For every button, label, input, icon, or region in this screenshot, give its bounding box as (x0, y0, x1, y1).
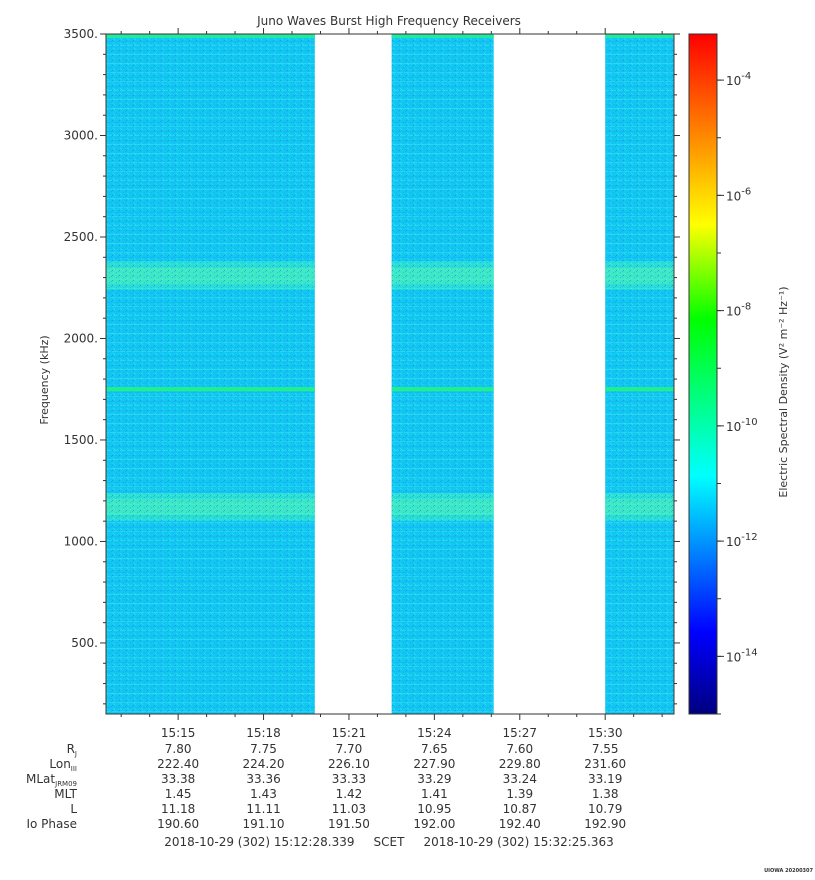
ephemeris-value: 7.80 (165, 742, 192, 756)
data-segment (605, 34, 674, 714)
emission-line (106, 387, 315, 392)
colorbar-gradient (688, 33, 718, 715)
ephemeris-value: 224.20 (243, 757, 285, 771)
colorbar-label: Electric Spectral Density (V² m⁻² Hz⁻¹) (777, 286, 790, 497)
x-tick-label: 15:15 (161, 726, 196, 740)
ephemeris-value: 1.38 (592, 787, 619, 801)
ephemeris-value: 11.03 (332, 802, 366, 816)
ephemeris-value: 7.65 (421, 742, 448, 756)
ephemeris-value: 33.19 (588, 772, 622, 786)
y-tick-label: 3500. (64, 27, 98, 41)
ephemeris-value: 10.95 (417, 802, 451, 816)
ephemeris-row-label: LonIII (49, 757, 77, 773)
top-edge-band (106, 34, 315, 38)
x-tick-label: 15:21 (332, 726, 367, 740)
chart-title: Juno Waves Burst High Frequency Receiver… (256, 14, 521, 28)
ephemeris-value: 191.50 (328, 817, 370, 831)
y-tick-label: 3000. (64, 128, 98, 142)
x-tick-label: 15:24 (417, 726, 452, 740)
ephemeris-row-label: Io Phase (26, 817, 77, 831)
ephemeris-value: 1.45 (165, 787, 192, 801)
ephemeris-row-label: L (70, 802, 77, 816)
top-edge-band (605, 34, 674, 38)
ephemeris-value: 33.29 (417, 772, 451, 786)
x-axis: 15:15 15:18 15:21 15:24 15:27 15:30 (120, 28, 663, 740)
ephemeris-value: 11.18 (161, 802, 195, 816)
y-tick-label: 1000. (64, 534, 98, 548)
ephemeris-value: 33.36 (246, 772, 280, 786)
x-tick-label: 15:18 (246, 726, 281, 740)
ephemeris-value: 1.42 (336, 787, 363, 801)
data-segment (106, 34, 315, 714)
ephemeris-value: 7.70 (336, 742, 363, 756)
colorbar-tick-label: 10-4 (726, 71, 751, 88)
ephemeris-value: 190.60 (157, 817, 199, 831)
ephemeris-value: 231.60 (584, 757, 626, 771)
plot-area (105, 33, 675, 715)
y-axis: 500. 1000. 1500. 2000. 2500. 3000. 3500. (64, 27, 680, 705)
emission-line (391, 387, 494, 392)
ephemeris-value: 33.24 (503, 772, 537, 786)
colorbar: 10-4 10-6 10-8 10-10 10-12 10-14 (688, 33, 758, 715)
ephemeris-value: 1.43 (250, 787, 277, 801)
emission-line (605, 387, 674, 392)
y-axis-label: Frequency (kHz) (38, 335, 51, 424)
ephemeris-value: 1.39 (506, 787, 533, 801)
credit-stamp: UIOWA 20200307 (764, 868, 813, 874)
colorbar-tick-label: 10-10 (726, 417, 758, 434)
colorbar-tick-label: 10-8 (726, 302, 751, 319)
ephemeris-value: 229.80 (499, 757, 541, 771)
top-edge-band (391, 34, 494, 38)
ephemeris-value: 33.33 (332, 772, 366, 786)
colorbar-tick-label: 10-6 (726, 186, 751, 203)
colorbar-tick-label: 10-14 (726, 647, 758, 664)
ephemeris-value: 192.40 (499, 817, 541, 831)
x-tick-label: 15:30 (588, 726, 623, 740)
ephemeris-row-label: MLT (54, 787, 77, 801)
ephemeris-value: 7.75 (250, 742, 277, 756)
y-tick-label: 2500. (64, 230, 98, 244)
colorbar-tick-label: 10-12 (726, 532, 758, 549)
ephemeris-value: 33.38 (161, 772, 195, 786)
ephemeris-value: 11.11 (246, 802, 280, 816)
ephemeris-value: 192.90 (584, 817, 626, 831)
ephemeris-value: 226.10 (328, 757, 370, 771)
data-segment (391, 34, 494, 714)
x-tick-label: 15:27 (502, 726, 537, 740)
ephemeris-value: 7.55 (592, 742, 619, 756)
y-tick-label: 500. (71, 636, 98, 650)
ephemeris-value: 192.00 (413, 817, 455, 831)
plot-frame (105, 33, 675, 715)
ephemeris-value: 227.90 (413, 757, 455, 771)
ephemeris-value: 191.10 (243, 817, 285, 831)
ephemeris-value: 1.41 (421, 787, 448, 801)
y-tick-label: 2000. (64, 331, 98, 345)
ephemeris-value: 10.79 (588, 802, 622, 816)
ephemeris-value: 7.60 (506, 742, 533, 756)
ephemeris-value: 222.40 (157, 757, 199, 771)
ephemeris-row-label: MLatJRM09 (26, 772, 77, 788)
y-tick-label: 1500. (64, 433, 98, 447)
time-range: 2018-10-29 (302) 15:12:28.339 SCET 2018-… (164, 835, 614, 849)
ephemeris-value: 10.87 (503, 802, 537, 816)
ephemeris-row-label: RJ (67, 742, 77, 758)
